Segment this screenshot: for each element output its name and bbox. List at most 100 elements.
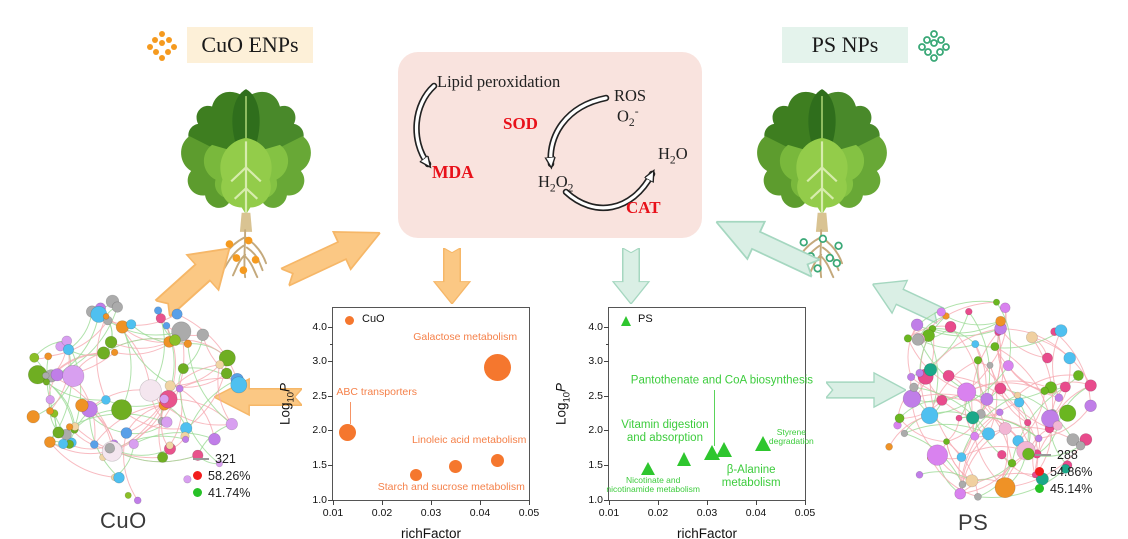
- mda-label: MDA: [432, 162, 474, 182]
- x-tick-label: 0.03: [696, 507, 718, 519]
- y-tick-label: 1.0: [312, 493, 327, 506]
- x-axis-tick: [657, 500, 659, 505]
- nanoparticle-dot: [147, 44, 153, 50]
- network-node: [97, 346, 111, 360]
- cuo-network-legend: 321 58.26% 41.74%: [193, 450, 250, 501]
- y-axis-tick: [328, 326, 333, 328]
- network-edge: [961, 394, 1018, 458]
- positive-corr-swatch: [193, 488, 202, 497]
- network-node: [1059, 404, 1077, 422]
- network-node: [965, 307, 973, 316]
- network-node: [110, 348, 119, 357]
- network-node: [44, 436, 56, 448]
- network-node: [900, 429, 909, 438]
- network-edge: [185, 379, 238, 440]
- network-node: [944, 320, 957, 333]
- network-edge: [1052, 330, 1062, 398]
- arrow-scatter-to-network-ps: [824, 370, 908, 410]
- x-tick-label: 0.05: [518, 507, 540, 519]
- network-edge: [971, 331, 999, 418]
- plot-area: 1.0 1.5 2.0 2.5 3.0 4.0 0.01 0.02 0.03 0.04 0.05 ri…: [278, 307, 539, 539]
- network-node: [104, 442, 116, 454]
- negative-corr-pct: 58.26%: [208, 468, 251, 483]
- x-tick-label: 0.04: [469, 507, 491, 519]
- nanoparticle-dot: [159, 55, 165, 61]
- nanoparticle-dot: [153, 49, 159, 55]
- scatter-point: [490, 454, 504, 468]
- annotation-leader-line: [349, 401, 352, 424]
- positive-corr-pct: 45.14%: [1050, 481, 1093, 496]
- network-node: [994, 477, 1016, 499]
- network-node: [157, 451, 169, 463]
- network-edge: [1017, 374, 1079, 396]
- network-node: [102, 313, 110, 320]
- nanoparticle-dot: [825, 253, 835, 263]
- y-axis-title: Log10P: [553, 382, 573, 426]
- network-node: [104, 335, 118, 349]
- nanoparticle-dot: [936, 48, 944, 56]
- network-edge: [974, 343, 987, 415]
- nanoparticle-dot: [159, 31, 165, 37]
- network-node: [133, 496, 142, 505]
- edge-count-swatch: [1035, 453, 1051, 456]
- network-edge: [1054, 331, 1092, 406]
- network-edge: [980, 331, 1002, 415]
- network-node: [208, 433, 221, 446]
- network-node: [161, 416, 173, 428]
- network-node: [966, 411, 980, 425]
- network-node: [958, 480, 967, 489]
- point-annotation: Nicotinate and nicotinamide metabolism: [606, 474, 700, 495]
- network-edge: [1007, 365, 1045, 392]
- network-node: [26, 410, 40, 424]
- x-tick-label: 0.02: [371, 507, 393, 519]
- point-annotation: Vitamin digestion and absorption: [621, 418, 709, 444]
- network-edge: [929, 365, 1009, 416]
- network-edge: [962, 428, 1006, 485]
- network-edge: [1038, 405, 1092, 439]
- network-node: [910, 318, 924, 331]
- y-tick-label: 2.5: [588, 389, 603, 402]
- network-node: [1084, 379, 1097, 392]
- network-node: [1034, 434, 1043, 443]
- y-axis-tick: [604, 361, 609, 363]
- arrow-plant-to-pathway-cuo: [274, 211, 389, 299]
- network-node: [1052, 420, 1063, 431]
- network-edge: [932, 320, 1001, 334]
- network-node: [954, 487, 966, 500]
- network-node: [1054, 324, 1068, 338]
- point-annotation: Galactose metabolism: [413, 331, 518, 344]
- y-axis-tick: [604, 499, 609, 501]
- network-node: [980, 392, 994, 406]
- arrow-plant-to-pathway-ps: [706, 200, 826, 290]
- network-edge: [948, 375, 1029, 423]
- network-node: [971, 340, 980, 349]
- network-node: [175, 384, 184, 393]
- network-node: [906, 372, 916, 382]
- h2o-label: H2O: [658, 144, 688, 167]
- network-edge: [49, 441, 120, 479]
- y-tick-label: 2.0: [312, 424, 327, 437]
- x-axis-tick: [608, 500, 610, 505]
- network-node: [42, 371, 50, 380]
- nanoparticle-dot: [923, 36, 931, 44]
- nanoparticle-dot: [244, 236, 253, 245]
- network-node: [923, 363, 938, 377]
- series-legend-label: CuO: [362, 313, 385, 325]
- ps-badge: PS NPs: [782, 27, 908, 63]
- network-node: [183, 475, 192, 484]
- scatter-point: [483, 353, 511, 381]
- network-node: [1059, 381, 1071, 393]
- network-edge: [917, 300, 997, 326]
- x-axis-title: richFactor: [676, 526, 737, 539]
- nanoparticle-dot: [924, 48, 932, 56]
- network-node: [920, 406, 939, 425]
- scatter-point: [703, 444, 720, 460]
- network-node: [165, 441, 174, 450]
- nanoparticle-dot: [930, 54, 938, 62]
- y-axis-tick: [604, 395, 609, 397]
- network-edge: [975, 330, 1062, 349]
- network-node: [46, 407, 54, 415]
- cuo-network-title: CuO: [100, 508, 147, 533]
- ps-network-legend: 288 54.86% 45.14%: [1035, 446, 1092, 497]
